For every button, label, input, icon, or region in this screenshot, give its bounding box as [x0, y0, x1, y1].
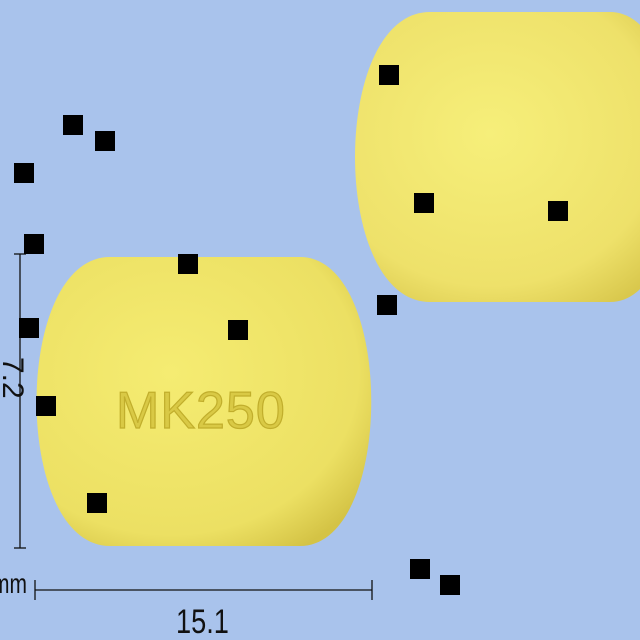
marker: [63, 115, 83, 135]
height-label: 7.2: [0, 357, 29, 399]
marker: [228, 320, 248, 340]
marker: [24, 234, 44, 254]
marker: [379, 65, 399, 85]
marker: [87, 493, 107, 513]
marker: [548, 201, 568, 221]
marker: [414, 193, 434, 213]
marker: [95, 131, 115, 151]
marker: [36, 396, 56, 416]
marker: [14, 163, 34, 183]
pill-back: [355, 12, 640, 302]
pill-imprint: MK250: [116, 382, 286, 440]
marker: [19, 318, 39, 338]
marker: [377, 295, 397, 315]
width-label: 15.1: [176, 603, 229, 640]
pill-front: [36, 257, 372, 546]
marker: [178, 254, 198, 274]
marker: [440, 575, 460, 595]
marker: [410, 559, 430, 579]
unit-label: mm: [0, 568, 27, 599]
